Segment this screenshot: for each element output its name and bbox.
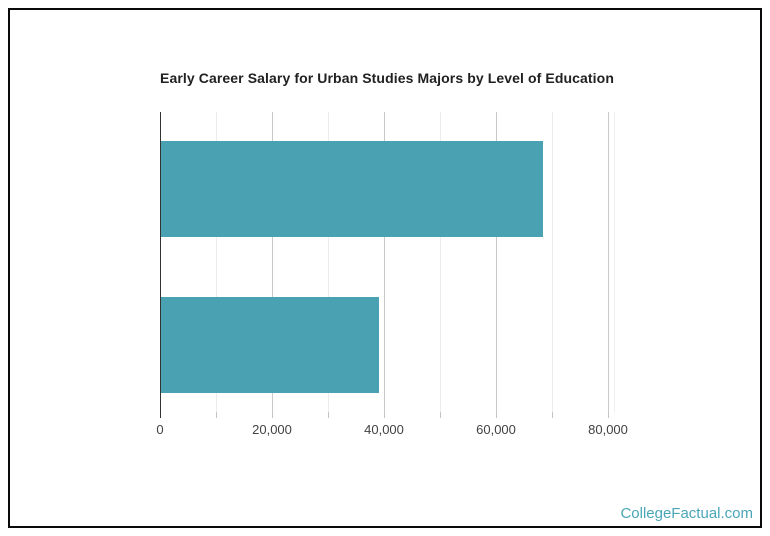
axis-tick (496, 412, 497, 418)
minor-gridline (552, 112, 553, 412)
minor-gridline (216, 112, 217, 412)
minor-gridline (440, 112, 441, 412)
bar (161, 297, 380, 393)
image-border (8, 8, 762, 528)
x-tick-label: 60,000 (476, 422, 516, 437)
axis-tick (384, 412, 385, 418)
plot-area: 0 20,000 40,000 60,000 80,000 (156, 112, 628, 437)
watermark: CollegeFactual.com (620, 505, 753, 522)
axis-tick (552, 412, 553, 418)
axis-tick (328, 412, 329, 418)
chart-title: Early Career Salary for Urban Studies Ma… (160, 70, 614, 86)
axis-tick (608, 412, 609, 418)
x-tick-label: 80,000 (588, 422, 628, 437)
minor-gridline (328, 112, 329, 412)
x-tick-label: 20,000 (252, 422, 292, 437)
bar (161, 141, 544, 237)
major-gridline (384, 112, 385, 412)
x-tick-label: 40,000 (364, 422, 404, 437)
axis-tick (272, 412, 273, 418)
axis-tick (216, 412, 217, 418)
x-tick-label: 0 (156, 422, 164, 437)
axis-tick (440, 412, 441, 418)
y-axis-line (160, 112, 161, 418)
major-gridline (272, 112, 273, 412)
major-gridline (496, 112, 497, 412)
major-gridline (608, 112, 609, 412)
